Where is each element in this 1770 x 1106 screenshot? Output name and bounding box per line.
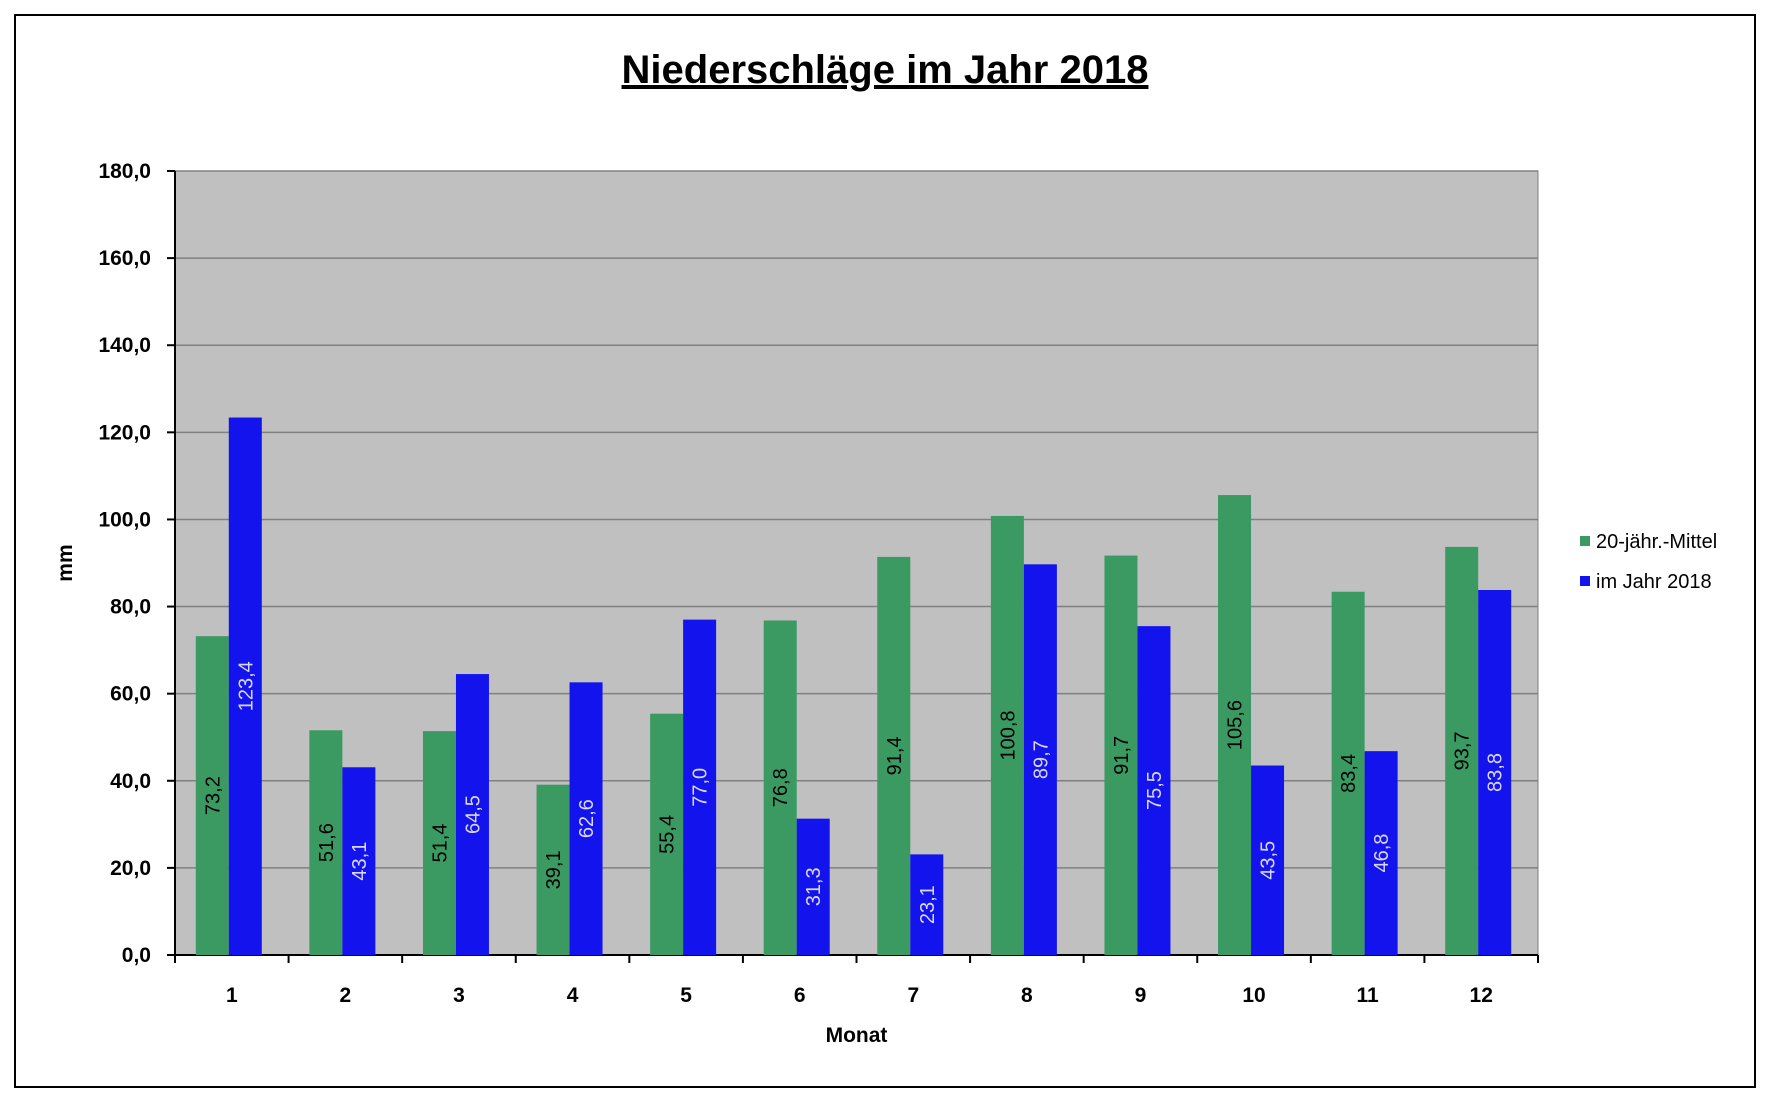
data-label: 89,7 bbox=[1030, 740, 1052, 779]
y-tick-label: 0,0 bbox=[122, 944, 151, 967]
y-tick-label: 40,0 bbox=[110, 770, 151, 793]
data-label: 46,8 bbox=[1371, 834, 1393, 873]
bar bbox=[910, 854, 944, 955]
bar bbox=[342, 767, 376, 955]
data-label: 75,5 bbox=[1144, 771, 1166, 810]
data-label: 73,2 bbox=[202, 776, 224, 815]
x-tick-label: 5 bbox=[680, 984, 692, 1007]
y-axis-title: mm bbox=[54, 544, 77, 581]
data-label: 23,1 bbox=[917, 885, 939, 924]
data-label: 76,8 bbox=[770, 768, 792, 807]
y-tick-label: 100,0 bbox=[98, 508, 151, 531]
chart-title: Niederschläge im Jahr 2018 bbox=[621, 48, 1149, 92]
data-label: 83,4 bbox=[1338, 754, 1360, 793]
data-label: 43,5 bbox=[1258, 841, 1280, 880]
data-label: 51,6 bbox=[316, 823, 338, 862]
x-tick-label: 4 bbox=[567, 984, 579, 1007]
y-tick-label: 180,0 bbox=[98, 160, 151, 183]
bar bbox=[309, 730, 343, 955]
data-label: 31,3 bbox=[803, 867, 825, 906]
x-tick-label: 10 bbox=[1242, 984, 1265, 1007]
y-tick-label: 120,0 bbox=[98, 421, 151, 444]
bar bbox=[569, 682, 603, 955]
bar bbox=[536, 784, 570, 955]
data-label: 100,8 bbox=[997, 710, 1019, 760]
data-label: 64,5 bbox=[462, 795, 484, 834]
x-tick-label: 7 bbox=[907, 984, 919, 1007]
data-label: 43,1 bbox=[349, 842, 371, 881]
plot-area bbox=[174, 170, 1539, 956]
data-label: 51,4 bbox=[429, 824, 451, 863]
data-label: 93,7 bbox=[1452, 731, 1474, 770]
bar bbox=[796, 818, 830, 955]
y-tick-label: 140,0 bbox=[98, 334, 151, 357]
bar bbox=[1137, 626, 1171, 955]
legend-swatch bbox=[1580, 536, 1590, 546]
y-tick-label: 80,0 bbox=[110, 596, 151, 619]
x-tick-label: 9 bbox=[1135, 984, 1147, 1007]
legend-label: im Jahr 2018 bbox=[1596, 571, 1712, 593]
legend-label: 20-jähr.-Mittel bbox=[1596, 531, 1717, 553]
x-tick-label: 2 bbox=[340, 984, 352, 1007]
bar bbox=[422, 731, 456, 955]
bar bbox=[990, 515, 1024, 955]
legend-swatch bbox=[1580, 576, 1590, 586]
x-axis-title: Monat bbox=[826, 1024, 888, 1047]
x-tick-label: 11 bbox=[1357, 984, 1380, 1007]
x-tick-label: 1 bbox=[226, 984, 238, 1007]
y-tick-label: 60,0 bbox=[110, 683, 151, 706]
bar bbox=[1364, 751, 1398, 955]
bar bbox=[1251, 765, 1285, 955]
y-tick-label: 20,0 bbox=[110, 857, 151, 880]
x-tick-label: 3 bbox=[453, 984, 465, 1007]
bar bbox=[1331, 591, 1365, 955]
data-label: 91,7 bbox=[1111, 736, 1133, 775]
bar bbox=[1104, 555, 1138, 955]
bar bbox=[650, 713, 684, 955]
bar bbox=[1023, 564, 1057, 955]
bar bbox=[228, 417, 262, 956]
x-tick-label: 12 bbox=[1470, 984, 1493, 1007]
data-label: 123,4 bbox=[235, 661, 257, 711]
bar bbox=[1445, 546, 1479, 955]
bar bbox=[763, 620, 797, 955]
y-tick-label: 160,0 bbox=[98, 247, 151, 270]
bar bbox=[1218, 495, 1252, 955]
bar bbox=[455, 674, 489, 955]
data-label: 77,0 bbox=[690, 768, 712, 807]
chart-frame bbox=[14, 14, 1756, 1088]
bar bbox=[1478, 590, 1512, 955]
data-label: 62,6 bbox=[576, 799, 598, 838]
x-tick-label: 8 bbox=[1021, 984, 1033, 1007]
data-label: 91,4 bbox=[884, 736, 906, 775]
bar bbox=[195, 636, 229, 955]
x-tick-label: 6 bbox=[794, 984, 806, 1007]
bar bbox=[683, 619, 717, 955]
data-label: 83,8 bbox=[1485, 753, 1507, 792]
bar bbox=[877, 556, 911, 955]
data-label: 105,6 bbox=[1225, 700, 1247, 750]
data-label: 55,4 bbox=[657, 815, 679, 854]
data-label: 39,1 bbox=[543, 850, 565, 889]
